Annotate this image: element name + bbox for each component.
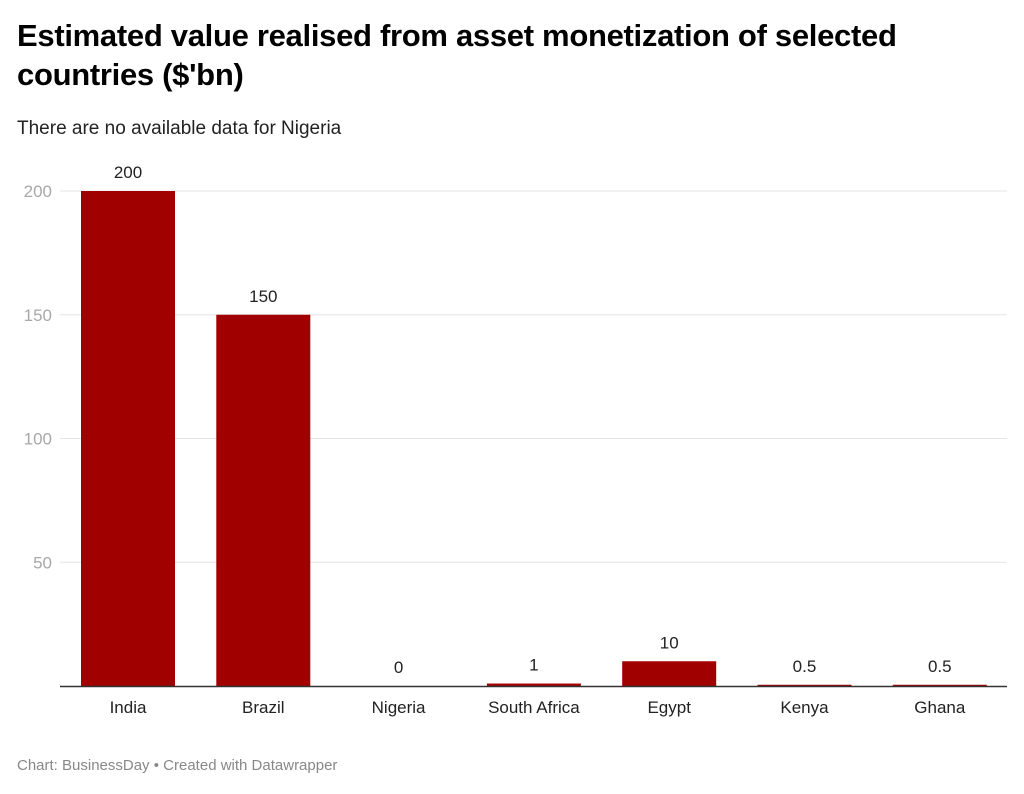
labels: 50 100 150 200 200 India 150 Brazil 0 Nigeria 1 Sou… [24,163,966,717]
y-tick-label: 100 [24,430,52,449]
x-category-label: South Africa [488,698,580,717]
bar-kenya [757,684,852,686]
bars [81,191,987,686]
y-tick-label: 50 [33,553,52,572]
value-label: 1 [529,656,538,675]
bar-south-africa [486,683,581,686]
x-category-label: India [110,698,147,717]
value-label: 0 [394,658,403,677]
chart-title: Estimated value realised from asset mone… [17,18,897,92]
x-category-label: Nigeria [372,698,426,717]
bar-ghana [892,684,987,686]
value-label: 150 [249,287,277,306]
value-label: 200 [114,163,142,182]
value-label: 0.5 [793,657,817,676]
chart-footer: Chart: BusinessDay • Created with Datawr… [17,757,337,774]
footer-separator: • [153,757,159,774]
footer-credit: Created with Datawrapper [163,757,338,774]
x-category-label: Kenya [780,698,829,717]
x-category-label: Ghana [914,698,966,717]
value-label: 0.5 [928,657,952,676]
chart-subtitle: There are no available data for Nigeria [17,118,342,139]
footer-source: Chart: BusinessDay [17,757,150,774]
bar-brazil [216,314,311,686]
x-category-label: Brazil [242,698,285,717]
bar-india [81,191,175,686]
bar-egypt [622,661,717,686]
gridlines [60,190,1007,563]
y-tick-label: 150 [24,306,52,325]
x-category-label: Egypt [647,698,691,717]
y-tick-label: 200 [24,182,52,201]
value-label: 10 [660,633,679,652]
